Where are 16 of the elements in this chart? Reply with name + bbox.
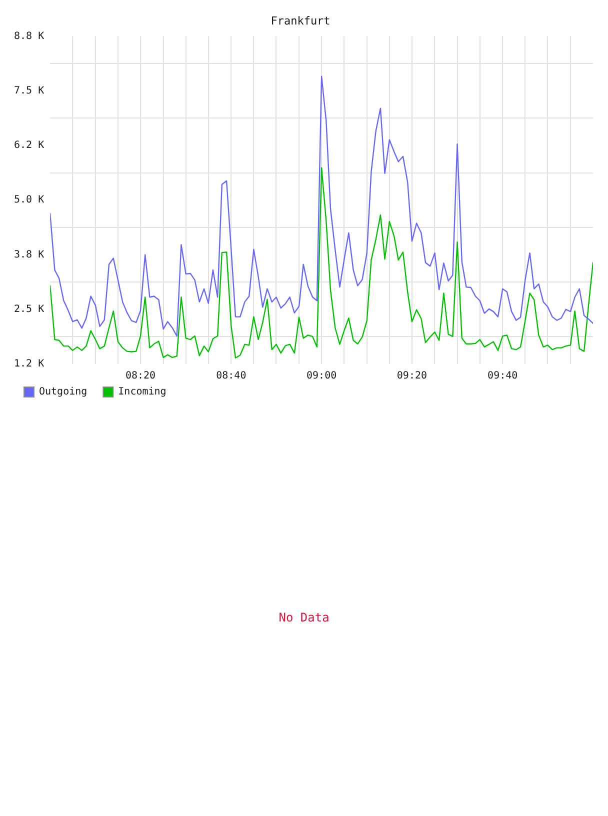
x-tick-label: 09:40 bbox=[488, 370, 518, 382]
x-tick-label: 09:00 bbox=[306, 370, 337, 382]
y-tick-label: 1.2 K bbox=[14, 358, 44, 370]
y-tick-label: 2.5 K bbox=[14, 304, 44, 315]
y-tick-label: 7.5 K bbox=[14, 85, 44, 96]
chart-title: Frankfurt bbox=[270, 14, 330, 28]
y-tick-label: 5.0 K bbox=[14, 194, 44, 206]
x-tick-label: 09:20 bbox=[396, 370, 427, 382]
y-tick-label: 6.2 K bbox=[14, 140, 44, 152]
x-tick-label: 08:20 bbox=[125, 370, 156, 382]
x-tick-label: 08:40 bbox=[216, 370, 246, 382]
y-tick-label: 3.8 K bbox=[14, 249, 44, 260]
y-tick-label: 8.8 K bbox=[14, 30, 44, 42]
legend-label: Incoming bbox=[118, 386, 166, 398]
legend-label: Outgoing bbox=[39, 386, 88, 398]
text: No Data bbox=[278, 610, 330, 625]
